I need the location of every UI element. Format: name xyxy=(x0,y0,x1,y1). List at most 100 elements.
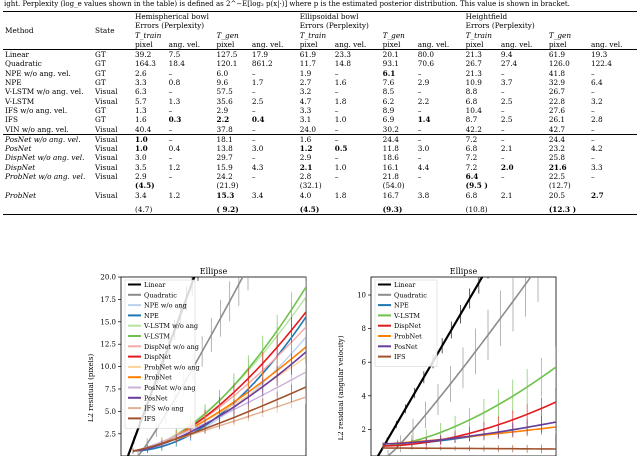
row-value: 27.6 xyxy=(548,105,566,115)
header-group-hemispherical: Hemispherical bowl Errors (Perplexity) xyxy=(135,12,209,31)
legend-label: IFS xyxy=(144,415,156,423)
row-method: VIN w/o ang. vel. xyxy=(5,124,69,134)
header-angvel: ang. vel. xyxy=(590,39,623,49)
row-value: 2.1 xyxy=(500,190,513,200)
legend-label: PosNet w/o ang xyxy=(144,384,196,392)
row-value: 1.3 xyxy=(135,105,147,115)
y-tick-label: 5.0 xyxy=(105,408,116,416)
row-value: 30.2 xyxy=(382,124,399,134)
row-value: – xyxy=(334,153,339,163)
row-value: 0.3 xyxy=(168,115,182,125)
header-tgen: T_gen xyxy=(548,30,572,40)
header-pixel: pixel xyxy=(382,39,401,49)
y-tick-label: 6 xyxy=(362,359,367,367)
row-method: Quadratic xyxy=(5,59,42,69)
legend-label: V-LSTM w/o ang xyxy=(143,322,198,330)
row-value: – xyxy=(334,124,339,134)
row-value: 1.2 xyxy=(168,190,181,200)
row-value: 57.5 xyxy=(216,87,233,97)
row-value: 3.7 xyxy=(500,78,513,88)
row-value: 1.6 xyxy=(299,134,312,144)
row-method: DispNet xyxy=(5,162,36,172)
row-value: 2.8 xyxy=(590,115,603,125)
legend-label: Linear xyxy=(394,281,416,289)
table-row: VIN w/o ang. vel. Visual 40.4 – 37.8 – 24.0 – 30… xyxy=(3,125,637,135)
header-angvel: ang. vel. xyxy=(417,39,450,49)
row-value: 41.8 xyxy=(548,68,566,78)
row-value: (10.8) xyxy=(465,204,488,214)
series-line xyxy=(132,386,306,452)
row-value: 4.2 xyxy=(590,144,603,154)
row-value: 1.4 xyxy=(417,115,431,125)
row-value: 2.1 xyxy=(500,144,513,154)
row-value: 24.4 xyxy=(548,134,566,144)
row-value: 23.3 xyxy=(334,50,352,60)
row-value: 6.4 xyxy=(590,78,603,88)
row-state: Visual xyxy=(95,172,118,182)
header-state: State xyxy=(95,25,115,35)
series-line xyxy=(382,447,556,450)
row-value xyxy=(333,205,381,215)
row-value: 0.5 xyxy=(334,144,348,154)
row-value: 2.2 xyxy=(417,96,430,106)
row-value: 5.7 xyxy=(135,96,147,106)
row-value xyxy=(167,181,215,190)
row-value xyxy=(589,205,637,215)
row-state: Visual xyxy=(95,144,118,154)
y-tick-label: 10 xyxy=(357,292,366,300)
row-value: 27.4 xyxy=(500,59,518,69)
row-value: – xyxy=(500,124,505,134)
row-value: 0.4 xyxy=(251,115,265,125)
row-state: Visual xyxy=(95,96,118,106)
series-line xyxy=(382,421,556,445)
row-value: – xyxy=(251,172,256,182)
row-value: – xyxy=(334,134,339,144)
legend-label: NPE xyxy=(394,302,409,310)
row-value: 164.3 xyxy=(135,59,156,69)
header-group-heightfield: Heightfield Errors (Perplexity) xyxy=(465,12,535,31)
row-value: – xyxy=(417,105,422,115)
row-value: 6.4 xyxy=(465,172,479,182)
row-value: 15.3 xyxy=(216,190,235,200)
y-tick-label: 12.5 xyxy=(100,341,116,349)
row-value: 7.2 xyxy=(465,153,478,163)
row-value: 24.4 xyxy=(382,134,399,144)
table-row: PosNet Visual 1.0 0.4 13.8 3.0 1.2 0.5 11.8 3.0 6.… xyxy=(3,144,637,153)
row-value: 7.6 xyxy=(382,78,395,88)
legend-label: IFS w/o ang xyxy=(144,405,184,413)
legend-label: ProbNet w/o ang xyxy=(144,363,200,371)
row-value: 6.8 xyxy=(465,190,478,200)
row-value: 7.2 xyxy=(465,134,478,144)
y-tick-label: 10.0 xyxy=(100,363,116,371)
series-line xyxy=(387,277,532,456)
row-value: 3.5 xyxy=(135,162,147,172)
row-value: (4.5) xyxy=(135,181,155,191)
row-state: Visual xyxy=(95,134,118,144)
row-value xyxy=(589,181,637,190)
row-value: 61.9 xyxy=(548,50,566,60)
row-value: 3.3 xyxy=(135,78,147,88)
y-tick-label: 4 xyxy=(362,392,367,400)
row-value: 1.6 xyxy=(334,78,347,88)
legend-label: Linear xyxy=(144,281,166,289)
row-value: 18.4 xyxy=(168,59,185,69)
y-tick-label: 2.5 xyxy=(105,430,116,438)
row-value: 21.3 xyxy=(465,50,482,60)
row-value: 1.8 xyxy=(334,96,347,106)
row-value: 3.4 xyxy=(251,190,264,200)
row-value: – xyxy=(417,134,422,144)
row-method: NPE w/o ang. vel. xyxy=(5,68,71,78)
table-row: Quadratic GT 164.3 18.4 120.1 861.2 11.7 14.8 93… xyxy=(3,59,637,68)
row-value: 3.3 xyxy=(299,105,312,115)
row-value: – xyxy=(417,172,422,182)
row-value: 8.9 xyxy=(382,105,395,115)
legend-label: Quadratic xyxy=(144,291,177,299)
row-value: 2.9 xyxy=(135,172,147,182)
row-value xyxy=(416,205,464,215)
row-value: 16.7 xyxy=(382,190,399,200)
row-value: 9.4 xyxy=(500,50,513,60)
row-value: – xyxy=(251,105,256,115)
row-value: 120.1 xyxy=(216,59,238,69)
row-value: (12.7) xyxy=(548,181,571,191)
row-value: 4.3 xyxy=(251,162,264,172)
